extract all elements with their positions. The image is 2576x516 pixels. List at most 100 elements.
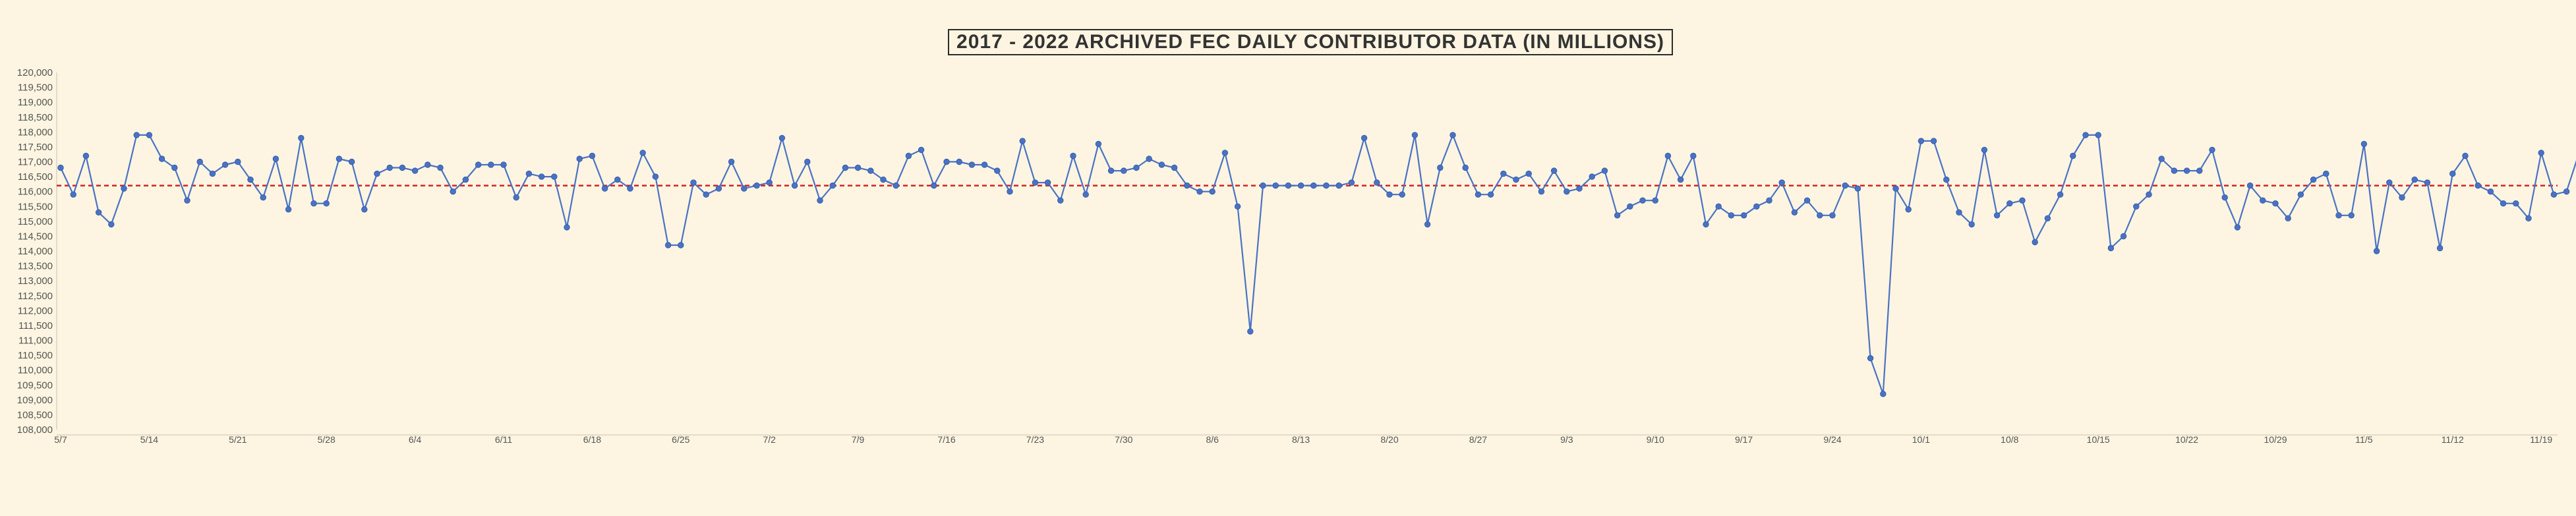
data-point [1740,212,1747,219]
data-point [221,161,229,168]
data-point [2183,167,2190,174]
y-tick-label: 118,000 [18,127,53,138]
data-point [2373,248,2380,254]
data-point [2171,167,2178,174]
data-point [703,191,709,198]
data-point [2563,188,2570,195]
y-tick-label: 119,000 [18,97,53,108]
data-point [1007,188,1013,195]
data-point [2386,179,2393,186]
data-point [728,158,735,165]
data-point [2500,200,2507,207]
y-tick-label: 111,000 [18,335,53,347]
data-point [1652,197,1658,204]
data-point [715,185,722,192]
data-point [462,176,469,183]
data-point [589,152,596,159]
data-point [880,176,887,183]
y-tick-label: 109,500 [17,380,53,391]
data-point [1728,212,1735,219]
x-tick-label: 9/10 [1647,434,1664,445]
data-point [1627,203,1633,210]
data-point [1146,156,1152,162]
data-point [690,179,697,186]
series-line-group [60,134,2576,395]
data-point [2272,200,2279,207]
x-tick-label: 8/20 [1380,434,1398,445]
data-point [854,164,862,171]
data-point [2019,197,2026,204]
data-point [374,170,380,177]
x-tick-label: 8/27 [1469,434,1487,445]
x-tick-label: 6/18 [583,434,601,445]
data-point [1171,164,1178,171]
y-tick-label: 108,000 [17,424,53,436]
data-point [1564,188,1570,195]
data-point [2411,176,2418,183]
data-point [1513,176,1519,183]
data-point [2120,233,2127,240]
data-point [1576,185,1583,192]
data-point [1677,176,1684,183]
data-point [1703,221,1709,228]
data-point [1196,188,1203,195]
data-point [842,164,849,171]
x-tick-label: 6/25 [672,434,689,445]
x-tick-label: 7/16 [937,434,955,445]
data-point [905,152,912,159]
x-tick-label: 7/9 [852,434,865,445]
data-point [627,185,633,192]
x-tick-label: 11/12 [2442,434,2464,445]
data-point [1791,209,1798,216]
x-tick-label: 7/2 [763,434,776,445]
y-tick-label: 108,500 [17,409,53,420]
data-point [1107,167,1115,174]
data-point [2449,170,2456,177]
data-point [2070,152,2076,159]
data-point [943,158,950,165]
data-point [2032,239,2038,246]
data-point [399,164,406,171]
data-point [158,156,165,162]
x-tick-label: 9/17 [1735,434,1753,445]
y-tick-label: 113,000 [18,275,53,287]
data-point [2107,244,2115,252]
data-point [1639,197,1646,204]
data-point [1993,212,2001,219]
data-point [2538,150,2544,156]
data-point [348,158,355,165]
data-point [298,134,305,142]
data-point [1335,182,1342,189]
data-point [1500,170,1507,177]
data-point [1361,134,1368,142]
data-point [981,161,988,168]
data-point [1019,138,1026,144]
data-point [2044,215,2051,222]
data-point [918,146,925,154]
x-tick-label: 8/6 [1206,434,1219,445]
x-tick-label: 7/30 [1115,434,1132,445]
data-point [639,150,646,156]
data-point [968,161,976,168]
x-tick-label: 9/24 [1823,434,1841,445]
data-point [766,179,773,186]
data-point [323,200,330,207]
x-tick-label: 8/13 [1292,434,1310,445]
data-point [576,156,583,162]
data-point [1905,206,1912,213]
data-point [2196,167,2203,174]
data-point [513,194,519,201]
y-axis: 108,000 108,500 109,000 109,500 110,000 110,5… [17,67,57,436]
x-tick-label: 10/8 [2001,434,2018,445]
x-tick-label: 11/19 [2530,434,2552,445]
data-point [235,158,241,165]
data-point [2006,200,2013,207]
data-point [2297,191,2304,198]
data-point [867,167,874,174]
data-point [1956,209,1962,216]
chart-title: 2017 - 2022 ARCHIVED FEC DAILY CONTRIBUT… [948,29,1673,55]
data-point [1057,197,1064,204]
data-point [1968,221,1975,228]
data-point [1044,179,1051,186]
x-tick-label: 6/11 [495,434,512,445]
